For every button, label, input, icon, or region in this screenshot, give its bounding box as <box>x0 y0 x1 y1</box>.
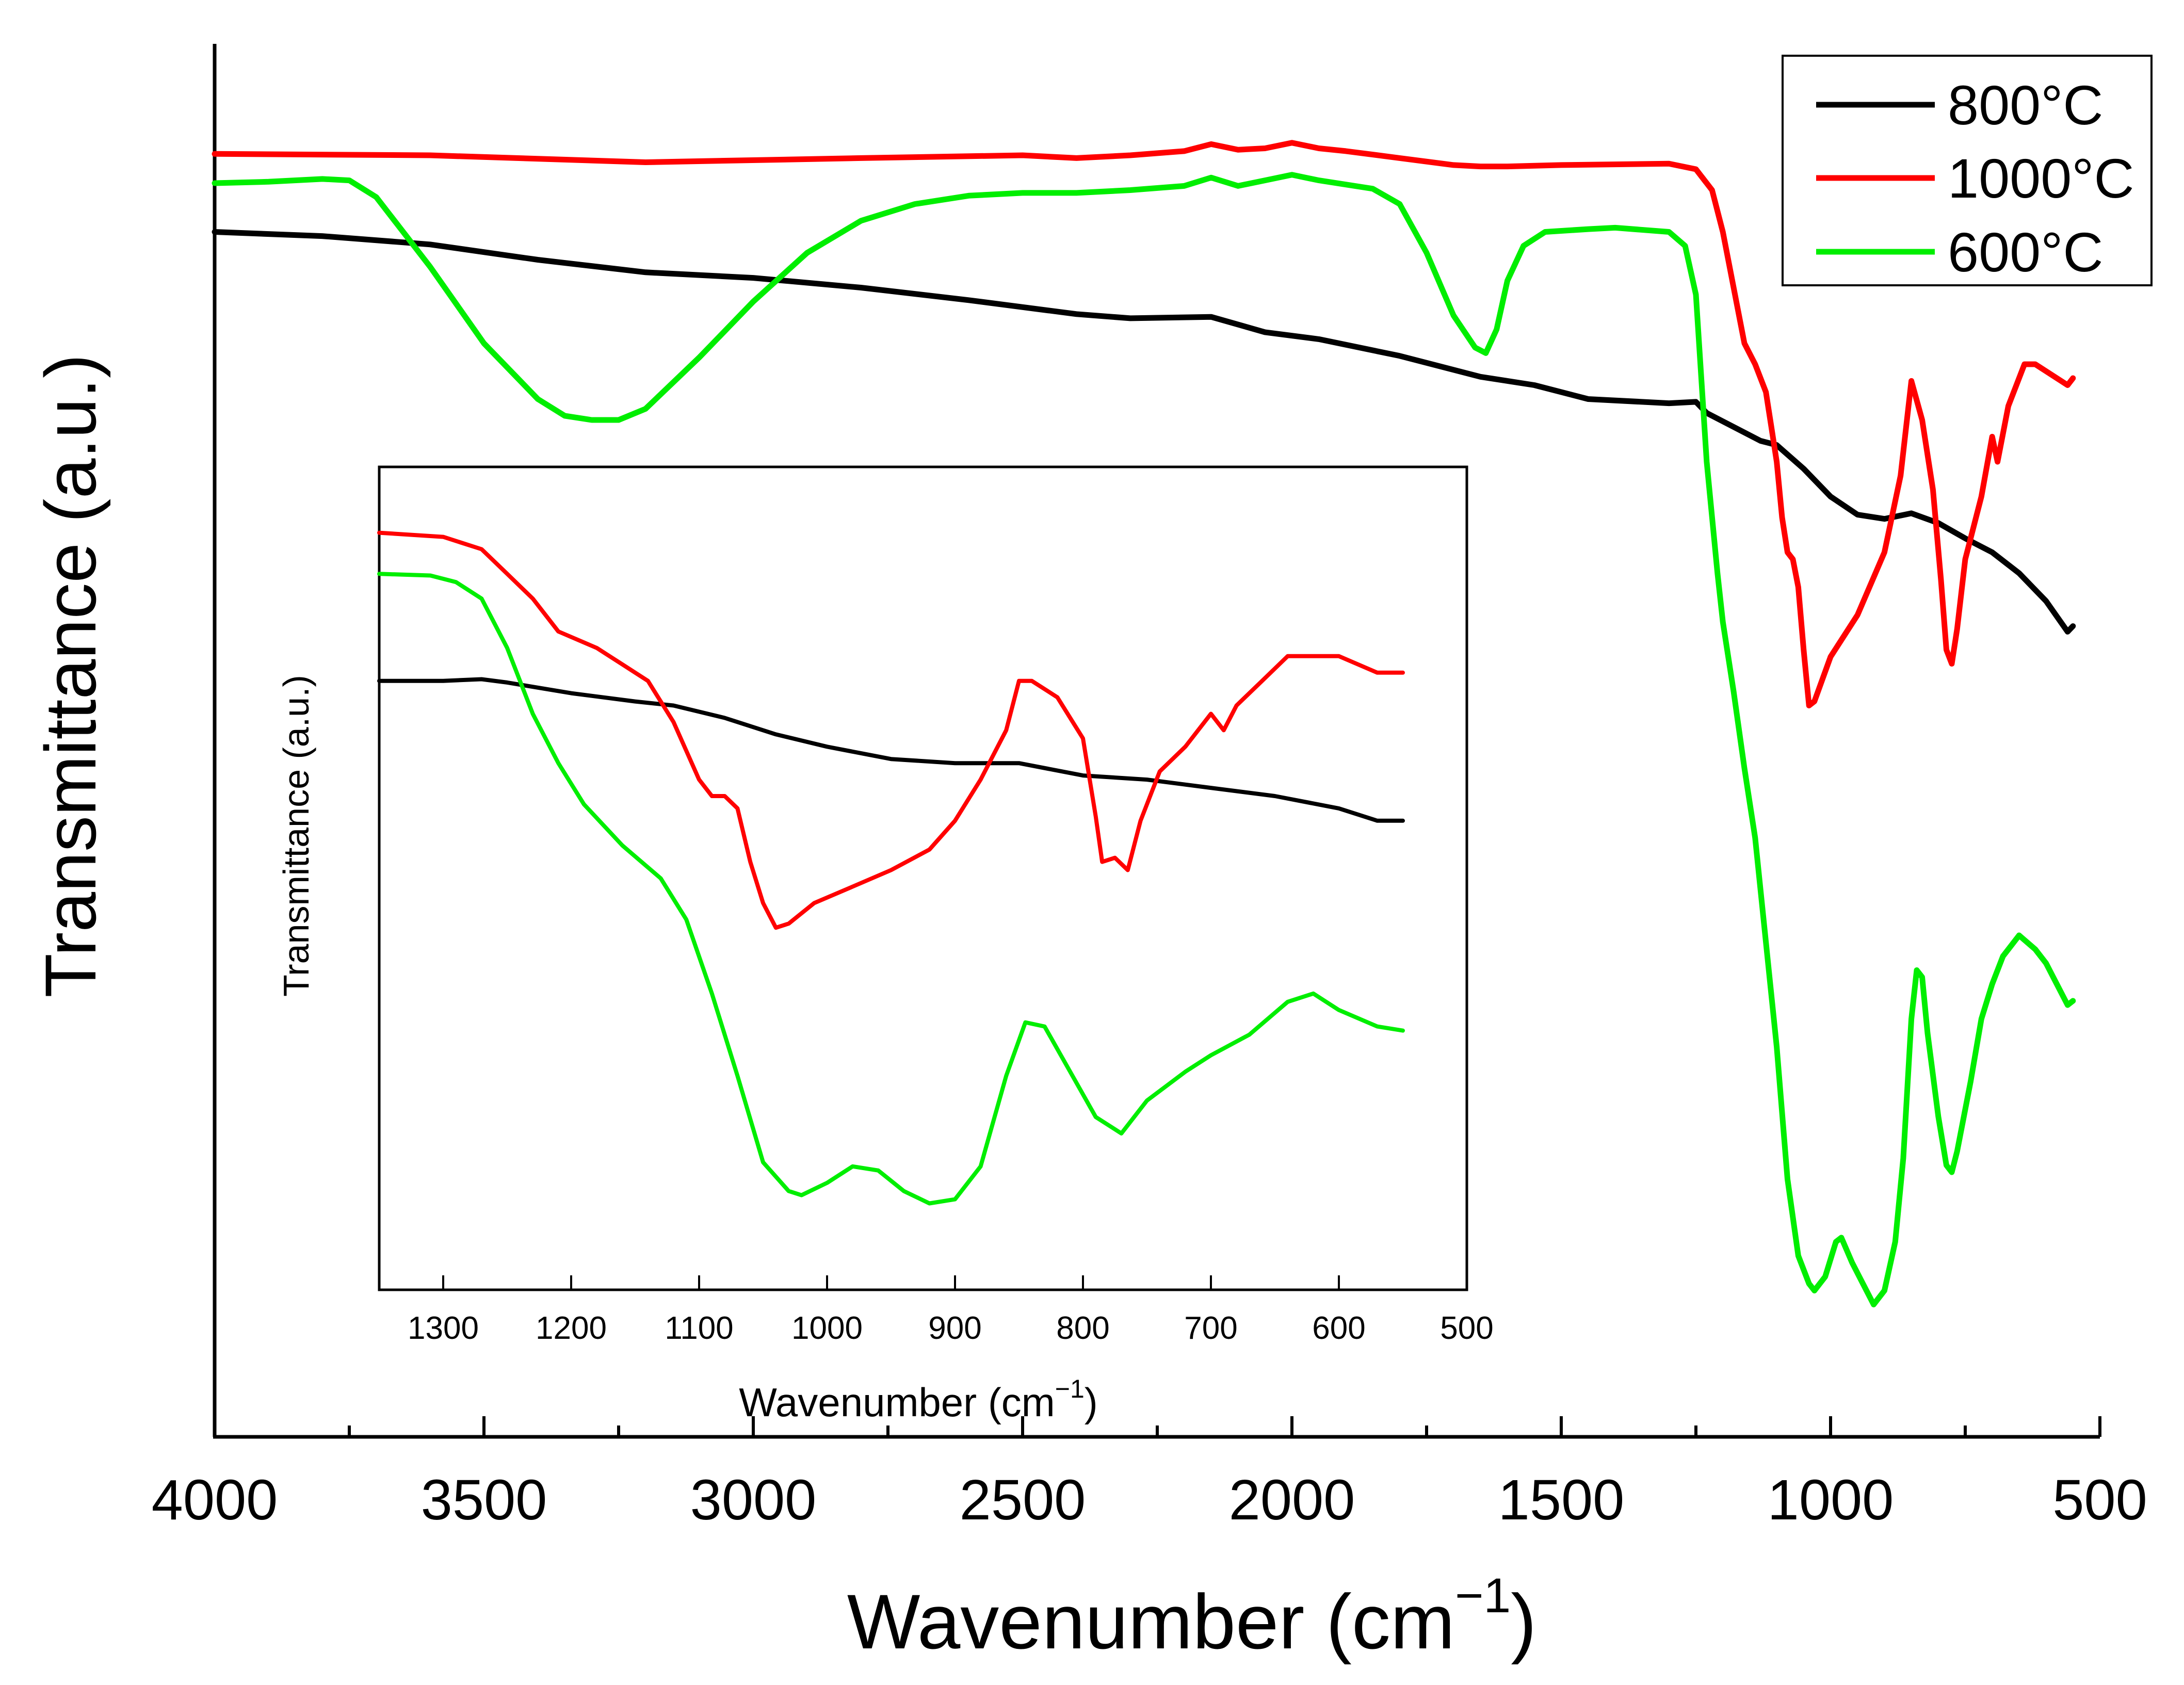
inset-series-600-c <box>377 572 1405 1206</box>
inset-x-axis-label: Wavenumber (cm−1) <box>739 1374 1098 1425</box>
inset-series-800-c <box>377 677 1405 823</box>
main-x-tick-label-500: 500 <box>2052 1468 2147 1532</box>
inset-x-tick-label-800: 800 <box>1056 1310 1109 1346</box>
main-series-1000-c <box>212 140 2076 708</box>
legend-box <box>1782 55 2153 286</box>
legend-label-1000-c: 1000°C <box>1948 147 2134 209</box>
legend: 800°C 1000°C 600°C <box>1782 55 2153 286</box>
main-x-tick-label-4000: 4000 <box>152 1468 278 1532</box>
inset-x-ticks <box>442 1275 1468 1290</box>
inset-x-tick-label-500: 500 <box>1440 1310 1493 1346</box>
inset-chart: 1300 1200 1100 1000 900 800 700 600 500 Wavenumb… <box>276 465 1494 1425</box>
inset-frame <box>378 465 1468 1291</box>
main-series-600-c <box>212 172 2076 1307</box>
inset-x-tick-labels: 1300 1200 1100 1000 900 800 700 600 500 <box>408 1310 1494 1346</box>
inset-x-tick-label-1100: 1100 <box>665 1310 733 1346</box>
inset-x-tick-label-1300: 1300 <box>408 1310 479 1346</box>
main-axes: 4000 3500 3000 2500 2000 1500 1000 500 <box>152 44 2147 1532</box>
inset-x-tick-label-1200: 1200 <box>536 1310 607 1346</box>
legend-entries: 800°C 1000°C 600°C <box>1816 74 2134 283</box>
main-x-tick-label-2000: 2000 <box>1229 1468 1355 1532</box>
main-x-tick-label-2500: 2500 <box>960 1468 1086 1532</box>
legend-label-600-c: 600°C <box>1948 221 2103 283</box>
main-x-tick-labels: 4000 3500 3000 2500 2000 1500 1000 500 <box>152 1468 2147 1532</box>
main-x-ticks <box>213 1416 2101 1437</box>
inset-x-tick-label-700: 700 <box>1184 1310 1237 1346</box>
main-x-tick-label-3500: 3500 <box>421 1468 547 1532</box>
main-series-group <box>212 140 2076 1307</box>
inset-series-group <box>377 530 1405 1206</box>
main-series-800-c <box>212 229 2076 635</box>
inset-x-tick-label-600: 600 <box>1312 1310 1365 1346</box>
inset-x-tick-label-900: 900 <box>928 1310 981 1346</box>
inset-x-tick-label-1000: 1000 <box>791 1310 863 1346</box>
inset-y-axis-label: Transmittance (a.u.) <box>276 675 316 997</box>
main-x-tick-label-1000: 1000 <box>1768 1468 1894 1532</box>
main-x-tick-label-3000: 3000 <box>690 1468 817 1532</box>
main-x-axis-label-superscript: −1 <box>1455 1568 1511 1623</box>
legend-label-800-c: 800°C <box>1948 74 2103 136</box>
inset-x-axis-label-end: ) <box>1085 1380 1098 1425</box>
main-x-axis-label: Wavenumber (cm−1) <box>847 1568 1536 1665</box>
main-x-axis-label-end: ) <box>1511 1578 1536 1665</box>
inset-series-1000-c <box>377 530 1405 930</box>
main-y-axis-label: Transmittance (a.u.) <box>30 354 111 997</box>
main-x-tick-label-1500: 1500 <box>1498 1468 1625 1532</box>
inset-x-axis-label-superscript: −1 <box>1055 1374 1085 1403</box>
